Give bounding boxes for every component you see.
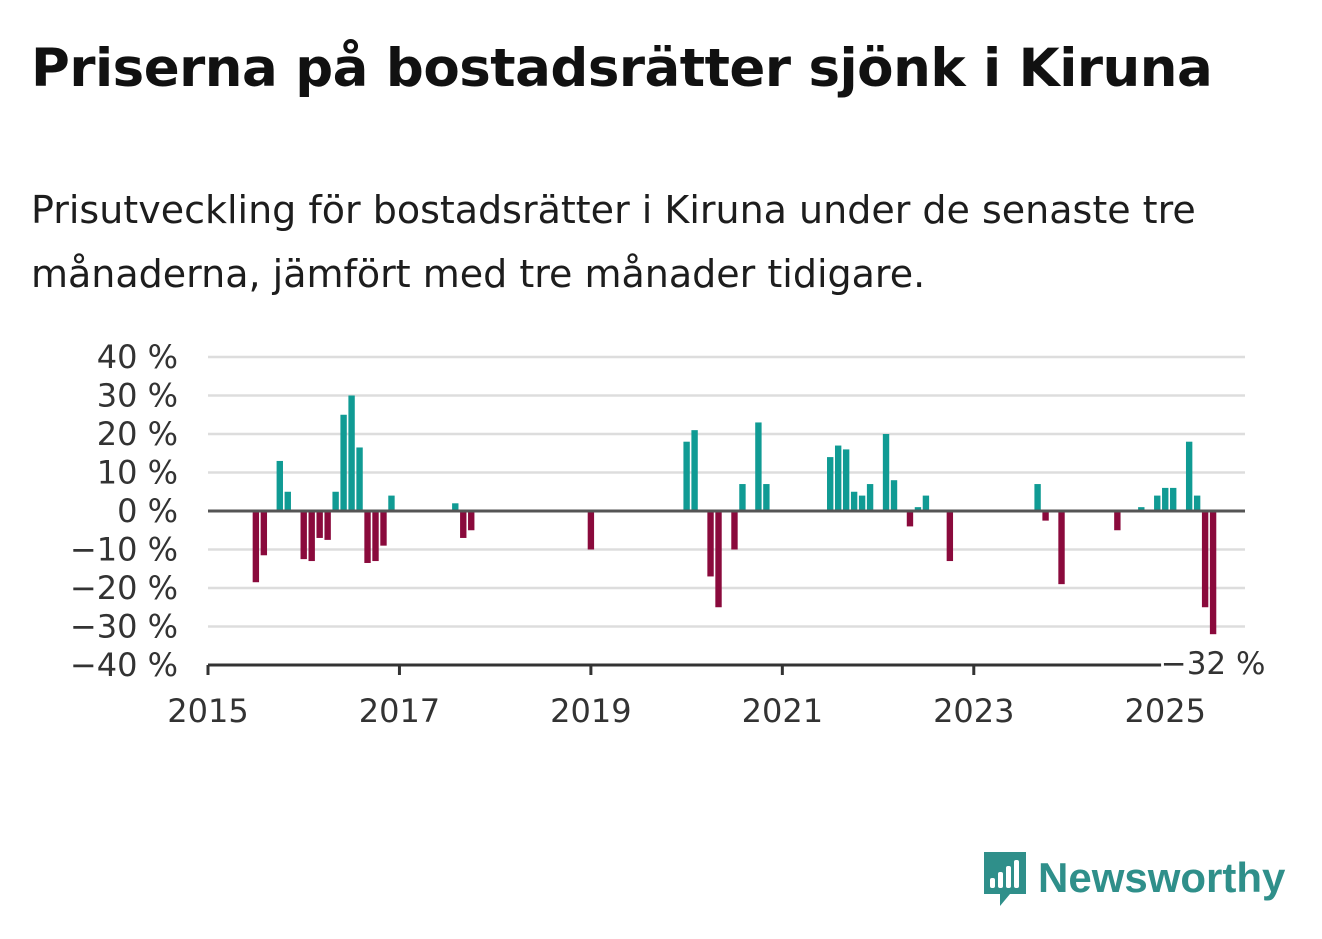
bar xyxy=(683,441,690,511)
price-change-bar-chart: 40 %30 %20 %10 %0 %−10 %−20 %−30 %−40 % … xyxy=(70,338,1267,730)
bar xyxy=(364,511,371,563)
bar xyxy=(252,511,260,583)
bar xyxy=(460,511,467,538)
x-axis-tick-labels: 2015 2017 2019 2021 2023 2025 xyxy=(167,665,1206,730)
bar xyxy=(1209,511,1217,635)
bar xyxy=(914,507,922,511)
bar xyxy=(1154,495,1161,511)
bar xyxy=(691,430,698,511)
bar xyxy=(946,511,954,562)
bar xyxy=(1042,511,1049,521)
y-tick-label: −30 % xyxy=(70,608,178,646)
bar xyxy=(1170,487,1177,511)
bar xyxy=(348,395,355,511)
bar xyxy=(1114,511,1121,531)
x-tick-label: 2015 xyxy=(167,692,248,730)
bar xyxy=(1185,441,1193,511)
chart-subtitle: Prisutveckling för bostadsrätter i Kirun… xyxy=(31,188,1196,296)
last-value-annotation: −32 % xyxy=(1161,645,1267,683)
bar xyxy=(1193,495,1201,511)
brand-name: Newsworthy xyxy=(1038,854,1286,901)
bar xyxy=(1162,487,1169,511)
grid-lines xyxy=(208,355,1245,628)
bar xyxy=(1034,484,1041,511)
y-tick-label: 0 % xyxy=(117,492,178,530)
bar xyxy=(300,511,307,560)
bar xyxy=(834,445,842,511)
y-tick-label: 30 % xyxy=(97,377,178,415)
y-tick-label: 10 % xyxy=(97,454,178,492)
bar xyxy=(380,511,387,546)
axes xyxy=(208,509,1245,667)
bar xyxy=(356,447,363,511)
bar xyxy=(707,511,714,577)
annotation-label: −32 % xyxy=(1161,646,1266,682)
bar xyxy=(763,484,770,511)
bar xyxy=(260,511,268,556)
y-axis-tick-labels: 40 %30 %20 %10 %0 %−10 %−20 %−30 %−40 % xyxy=(70,338,178,684)
bar xyxy=(1058,511,1065,585)
bar xyxy=(332,491,339,511)
y-tick-label: −20 % xyxy=(70,569,178,607)
bar xyxy=(372,511,379,562)
x-tick-label: 2023 xyxy=(933,692,1014,730)
chart-title: Priserna på bostadsrätter sjönk i Kiruna xyxy=(31,38,1213,99)
bar xyxy=(739,484,746,511)
bar xyxy=(284,491,291,511)
bar xyxy=(316,511,323,538)
bar xyxy=(308,511,315,562)
x-tick-label: 2017 xyxy=(359,692,440,730)
bar xyxy=(922,495,930,511)
y-tick-label: 40 % xyxy=(97,338,178,376)
bar xyxy=(587,511,595,550)
bar xyxy=(340,414,347,511)
bar xyxy=(890,480,898,511)
bar xyxy=(731,511,738,550)
bar xyxy=(755,422,762,511)
bar xyxy=(1201,511,1209,608)
x-tick-label: 2019 xyxy=(550,692,631,730)
newsworthy-logo-icon xyxy=(984,852,1026,906)
bar xyxy=(842,449,850,511)
x-tick-label: 2021 xyxy=(742,692,823,730)
brand-logo: Newsworthy xyxy=(980,848,1285,908)
bar xyxy=(276,460,283,511)
bar xyxy=(388,495,395,511)
x-tick-label: 2025 xyxy=(1125,692,1206,730)
bar xyxy=(827,457,834,511)
bar xyxy=(324,511,331,540)
bar xyxy=(882,434,890,511)
y-tick-label: −10 % xyxy=(70,531,178,569)
y-tick-label: −40 % xyxy=(70,646,178,684)
bar xyxy=(468,511,475,531)
y-tick-label: 20 % xyxy=(97,415,178,453)
annotation-background xyxy=(1161,645,1267,683)
bar xyxy=(858,495,866,511)
bar xyxy=(1138,507,1145,511)
bar xyxy=(906,511,914,527)
bar xyxy=(715,511,722,608)
bar xyxy=(866,484,874,511)
bar xyxy=(452,503,459,511)
bars xyxy=(252,395,1217,635)
bar xyxy=(850,491,858,511)
